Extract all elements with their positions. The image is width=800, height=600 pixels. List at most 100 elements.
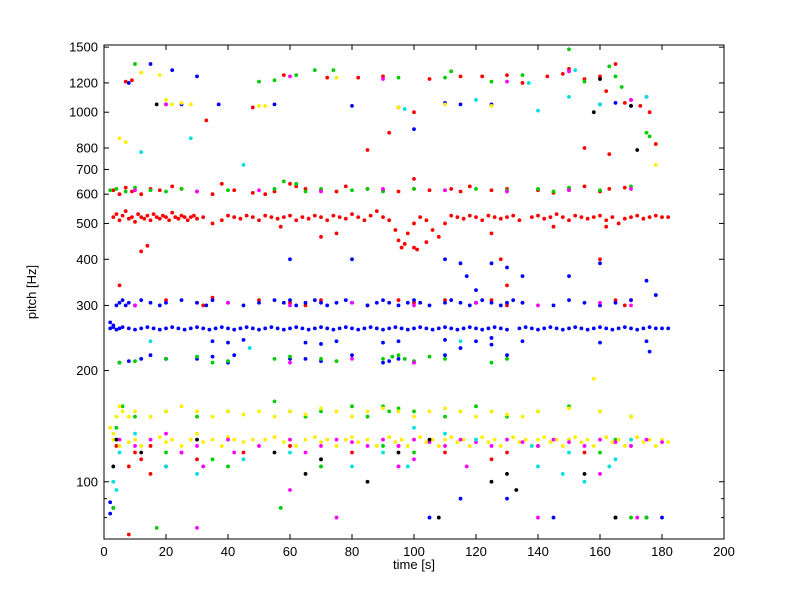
data-point: [560, 215, 565, 220]
data-point: [111, 505, 116, 510]
data-point: [210, 354, 215, 359]
data-point: [405, 231, 410, 236]
data-point: [647, 215, 652, 220]
data-point: [387, 359, 392, 364]
data-point: [622, 325, 627, 330]
data-point: [139, 249, 144, 254]
data-point: [505, 412, 509, 417]
data-point: [288, 213, 292, 218]
data-point: [402, 357, 407, 361]
data-point: [415, 247, 419, 252]
data-point: [517, 326, 522, 331]
data-point: [551, 224, 556, 229]
data-point: [154, 102, 159, 107]
data-point: [430, 228, 435, 232]
data-point: [294, 444, 299, 448]
data-point: [164, 215, 168, 220]
x-tick-label: 120: [465, 544, 487, 559]
data-point: [613, 457, 618, 462]
data-point: [489, 457, 494, 462]
data-point: [616, 326, 621, 331]
data-point: [461, 437, 466, 442]
data-point: [192, 213, 196, 218]
data-point: [653, 326, 658, 331]
data-point: [188, 326, 193, 331]
data-point: [288, 300, 292, 305]
data-point: [489, 360, 494, 365]
data-point: [427, 515, 432, 520]
data-point: [536, 464, 540, 469]
data-point: [635, 327, 640, 332]
data-point: [294, 218, 299, 223]
data-point: [120, 325, 125, 330]
data-point: [616, 221, 621, 226]
data-point: [381, 444, 385, 448]
data-point: [188, 102, 193, 107]
data-point: [117, 192, 122, 197]
data-point: [250, 105, 255, 110]
data-point: [257, 409, 261, 414]
data-point: [288, 298, 292, 303]
data-point: [303, 437, 308, 442]
data-point: [582, 77, 587, 81]
data-point: [536, 409, 540, 414]
data-point: [505, 265, 509, 270]
data-point: [505, 353, 509, 358]
data-point: [123, 209, 128, 214]
data-point: [635, 213, 640, 218]
data-point: [108, 188, 113, 193]
data-point: [443, 221, 447, 226]
data-point: [288, 303, 292, 308]
data-point: [629, 444, 633, 448]
data-point: [486, 326, 491, 331]
data-point: [644, 278, 649, 283]
data-point: [647, 134, 652, 139]
data-point: [449, 187, 454, 191]
data-point: [480, 74, 485, 79]
data-point: [402, 242, 407, 246]
data-point: [629, 187, 633, 191]
data-point: [154, 215, 159, 220]
data-point: [653, 444, 658, 448]
data-point: [108, 425, 113, 430]
data-point: [613, 74, 618, 79]
data-point: [629, 303, 633, 308]
y-tick-label: 200: [76, 363, 98, 378]
data-point: [238, 216, 243, 221]
data-point: [288, 257, 292, 262]
data-point: [486, 213, 491, 218]
data-point: [350, 212, 354, 217]
data-point: [148, 444, 153, 448]
data-point: [520, 300, 525, 305]
data-point: [195, 444, 199, 448]
data-point: [226, 359, 230, 364]
data-point: [241, 163, 246, 167]
data-point: [365, 479, 370, 484]
data-point: [350, 326, 354, 331]
data-point: [443, 444, 447, 448]
data-point: [111, 188, 116, 193]
data-point: [250, 215, 255, 220]
y-tick-label: 800: [76, 141, 98, 156]
data-point: [126, 359, 131, 364]
data-point: [334, 515, 339, 520]
data-point: [219, 444, 224, 448]
data-point: [619, 85, 624, 89]
data-point: [520, 414, 525, 419]
data-point: [653, 142, 658, 146]
data-point: [263, 192, 268, 197]
data-point: [226, 437, 230, 442]
data-point: [319, 444, 323, 448]
x-tick-label: 20: [159, 544, 173, 559]
data-point: [111, 479, 116, 484]
data-point: [536, 327, 540, 332]
data-point: [281, 73, 286, 78]
data-point: [334, 339, 339, 344]
data-point: [374, 300, 379, 305]
data-point: [548, 215, 553, 220]
data-point: [629, 414, 633, 419]
data-point: [455, 215, 460, 220]
data-point: [474, 326, 478, 331]
data-point: [195, 526, 199, 530]
data-point: [334, 437, 339, 442]
